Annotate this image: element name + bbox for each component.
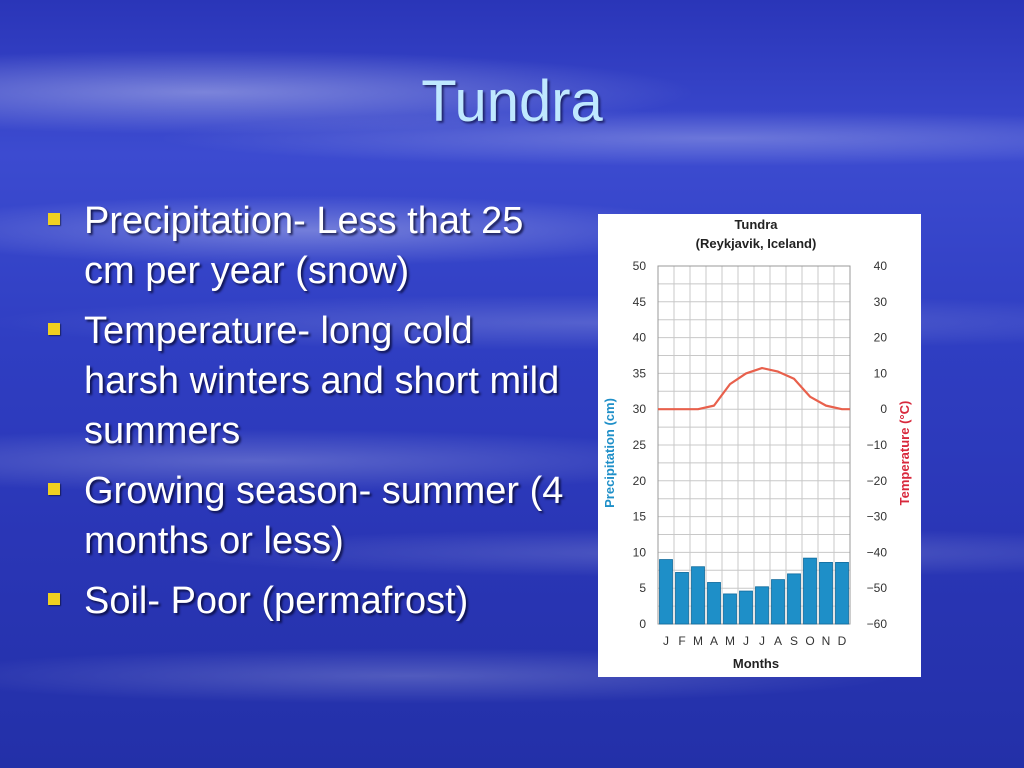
month-tick-label: M: [693, 634, 703, 648]
chart-grid: [657, 265, 851, 625]
month-tick-label: S: [790, 634, 798, 648]
climate-chart-svg: Tundra (Reykjavik, Iceland) 0 5 10 15 20 25 30…: [602, 217, 912, 671]
month-tick-label: J: [663, 634, 669, 648]
left-tick-label: 20: [633, 474, 647, 488]
precipitation-bar: [835, 562, 849, 625]
bullet-square-icon: [48, 213, 60, 225]
left-axis-ticks: 0 5 10 15 20 25 30 35 40 45 50: [633, 259, 647, 631]
chart-title: Tundra: [734, 217, 778, 232]
month-tick-label: J: [743, 634, 749, 648]
month-tick-label: J: [759, 634, 765, 648]
month-tick-label: M: [725, 634, 735, 648]
temperature-line: [658, 366, 850, 411]
left-tick-label: 15: [633, 510, 647, 524]
right-tick-label: −20: [867, 474, 888, 488]
month-tick-label: D: [838, 634, 847, 648]
bullet-square-icon: [48, 483, 60, 495]
precipitation-bar: [819, 562, 833, 625]
left-tick-label: 50: [633, 259, 647, 273]
right-tick-label: −40: [867, 545, 888, 559]
right-tick-label: 0: [880, 402, 887, 416]
month-tick-label: A: [710, 634, 718, 648]
right-axis-label: Temperature (°C): [897, 401, 912, 506]
left-tick-label: 5: [639, 581, 646, 595]
bullet-text: Temperature- long cold harsh winters and…: [84, 310, 560, 452]
precipitation-bar: [691, 566, 705, 625]
left-tick-label: 40: [633, 331, 647, 345]
bullet-text: Soil- Poor (permafrost): [84, 580, 469, 622]
precipitation-bar: [659, 559, 673, 625]
month-tick-label: F: [678, 634, 685, 648]
left-tick-label: 30: [633, 402, 647, 416]
bullet-item: Growing season- summer (4 months or less…: [44, 466, 564, 566]
temperature-series-line: [658, 366, 850, 411]
bullet-text: Precipitation- Less that 25 cm per year …: [84, 200, 524, 292]
precipitation-bar: [739, 590, 753, 625]
bullet-text: Growing season- summer (4 months or less…: [84, 470, 564, 562]
precipitation-bar: [771, 579, 785, 625]
precipitation-bar: [707, 582, 721, 625]
month-tick-label: O: [805, 634, 814, 648]
bullet-square-icon: [48, 593, 60, 605]
plot-frame: [657, 265, 851, 625]
bullet-square-icon: [48, 323, 60, 335]
precipitation-bars: [659, 557, 849, 625]
precipitation-bar: [675, 572, 689, 625]
month-tick-label: N: [822, 634, 831, 648]
precipitation-bar: [803, 557, 817, 625]
right-axis-ticks: −60 −50 −40 −30 −20 −10 0 10 20 30 40: [867, 259, 888, 631]
left-tick-label: 45: [633, 295, 647, 309]
left-tick-label: 25: [633, 438, 647, 452]
right-tick-label: 10: [874, 366, 888, 380]
chart-subtitle: (Reykjavik, Iceland): [696, 236, 817, 251]
bullet-item: Soil- Poor (permafrost): [44, 576, 564, 626]
left-tick-label: 10: [633, 545, 647, 559]
left-tick-label: 0: [639, 617, 646, 631]
precipitation-bar: [787, 573, 801, 625]
right-tick-label: 40: [874, 259, 888, 273]
month-tick-label: A: [774, 634, 782, 648]
precipitation-bar: [755, 586, 769, 625]
right-tick-label: 30: [874, 295, 888, 309]
right-tick-label: −30: [867, 510, 888, 524]
left-axis-label: Precipitation (cm): [602, 398, 617, 508]
bullet-item: Precipitation- Less that 25 cm per year …: [44, 196, 564, 296]
left-tick-label: 35: [633, 366, 647, 380]
x-axis-label: Months: [733, 656, 779, 671]
right-tick-label: −60: [867, 617, 888, 631]
right-tick-label: 20: [874, 331, 888, 345]
climate-chart: Tundra (Reykjavik, Iceland) 0 5 10 15 20 25 30…: [598, 214, 921, 677]
bullet-list: Precipitation- Less that 25 cm per year …: [44, 196, 564, 636]
precipitation-bar: [723, 593, 737, 625]
right-tick-label: −50: [867, 581, 888, 595]
slide-title: Tundra: [421, 69, 603, 134]
bullet-item: Temperature- long cold harsh winters and…: [44, 306, 564, 456]
right-tick-label: −10: [867, 438, 888, 452]
